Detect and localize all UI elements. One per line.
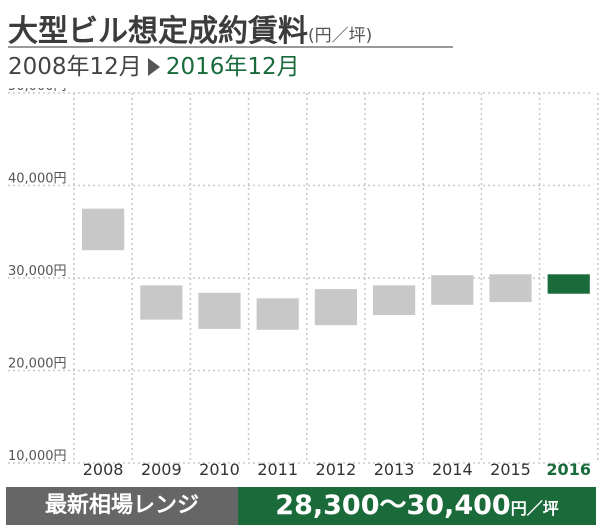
x-tick-label-2008: 2008	[83, 460, 124, 479]
range-box-2008	[82, 208, 125, 251]
range-box-2016	[547, 274, 590, 294]
latest-range-banner: 最新相場レンジ 28,300〜30,400円／坪	[6, 487, 596, 525]
rent-range-chart: 10,000円 20,000円 30,000円 40,000円 50,000円 2008 2…	[8, 88, 599, 479]
latest-range-unit: 円／坪	[510, 499, 559, 518]
x-tick-label-2010: 2010	[199, 460, 240, 479]
y-tick-label: 10,000円	[8, 449, 67, 464]
period-from: 2008年12月	[8, 54, 142, 80]
x-tick-label-2016: 2016	[546, 460, 591, 479]
latest-range-label: 最新相場レンジ	[6, 487, 238, 525]
range-box-2015	[489, 274, 532, 303]
x-tick-label-2009: 2009	[141, 460, 182, 479]
range-box-2011	[256, 298, 299, 330]
x-tick-label-2011: 2011	[257, 460, 298, 479]
latest-range-value-box: 28,300〜30,400円／坪	[238, 487, 596, 525]
latest-range-value: 28,300〜30,400	[275, 490, 511, 521]
range-box-2010	[198, 292, 241, 329]
x-tick-label-2012: 2012	[316, 460, 357, 479]
title-main: 大型ビル想定成約賃料	[8, 14, 308, 49]
title-unit: (円／坪)	[308, 26, 373, 46]
range-box-2014	[431, 275, 474, 305]
y-tick-label: 30,000円	[8, 264, 67, 279]
y-tick-label: 40,000円	[8, 172, 67, 187]
period-subtitle: 2008年12月 2016年12月	[8, 52, 300, 82]
period-to: 2016年12月	[165, 54, 300, 80]
y-tick-label: 20,000円	[8, 357, 67, 372]
range-box-2009	[140, 285, 183, 320]
right-triangle-icon	[147, 58, 160, 76]
y-tick-label: 50,000円	[8, 88, 67, 94]
range-box-2013	[373, 285, 416, 315]
x-tick-label-2014: 2014	[432, 460, 473, 479]
chart-title: 大型ビル想定成約賃料(円／坪)	[8, 6, 453, 49]
x-tick-label-2015: 2015	[490, 460, 531, 479]
range-box-2012	[314, 289, 357, 326]
x-tick-label-2013: 2013	[374, 460, 415, 479]
